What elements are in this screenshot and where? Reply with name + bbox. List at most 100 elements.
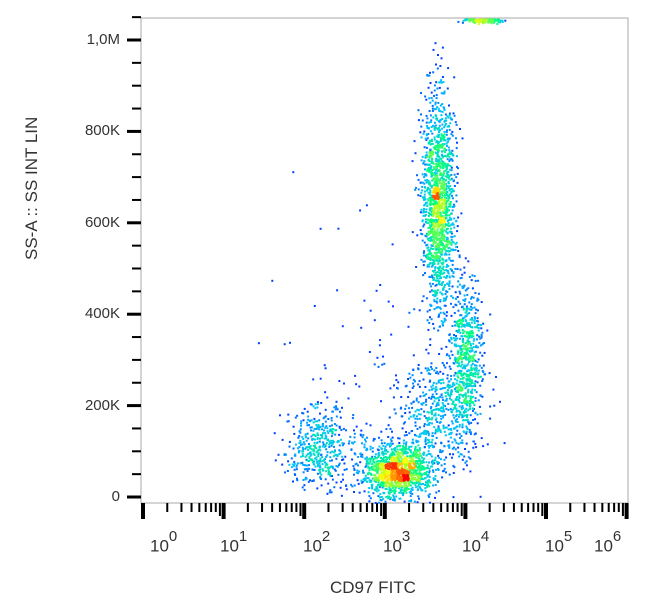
event-point [465,407,468,410]
event-point [450,177,453,180]
event-point [443,200,446,203]
event-point [454,303,457,306]
event-point [433,204,436,206]
event-point [421,155,424,158]
event-point [375,457,378,459]
event-point [460,351,462,354]
event-point [335,424,338,427]
event-point [456,375,459,378]
y-tick-label: 200K [84,396,120,414]
event-point [437,221,440,224]
event-point [388,495,390,498]
event-point [450,173,453,176]
event-point [436,155,439,158]
event-point [459,393,462,396]
event-point [422,251,425,254]
event-point [441,167,444,170]
event-point [416,485,419,488]
event-point [445,397,448,400]
event-point [472,335,475,338]
event-point [457,451,460,454]
event-point [457,409,460,412]
event-point [429,209,432,212]
event-point [362,434,365,437]
event-point [442,183,445,186]
event-point [444,426,447,429]
event-point [455,441,458,444]
event-point [283,343,286,346]
event-point [445,269,448,271]
event-point [381,452,384,455]
event-point [454,343,457,346]
event-point [460,386,463,389]
event-point [435,167,438,170]
event-point [444,169,447,172]
event-point [341,442,344,445]
event-point [439,273,442,275]
event-point [474,399,477,402]
event-point [394,477,397,480]
event-point [448,209,450,212]
event-point [454,405,457,408]
event-point [439,213,442,216]
event-point [452,154,455,157]
event-point [415,466,418,469]
event-point [423,250,426,253]
event-point [468,428,471,431]
event-point [413,500,416,503]
event-point [427,180,429,183]
event-point [324,443,327,446]
event-point [403,456,406,459]
event-point [454,297,457,300]
event-point [443,136,446,139]
event-point [420,408,423,411]
event-point [429,282,432,285]
event-point [445,266,448,268]
event-point [368,457,371,460]
event-point [311,460,314,463]
event-point [415,462,418,465]
event-point [443,467,446,470]
event-point [311,480,314,483]
event-point [449,453,451,456]
x-tick-label: 103 [383,528,411,556]
event-point [456,418,459,421]
event-point [375,468,378,471]
event-point [431,465,433,468]
event-point [392,467,395,470]
event-point [305,458,308,461]
event-point [402,460,405,463]
event-point [452,223,455,226]
event-point [439,311,442,314]
event-point [380,459,383,462]
event-point [404,465,407,468]
event-point [374,455,376,458]
event-point [388,472,391,475]
event-point [434,408,437,411]
event-point [308,467,311,470]
event-point [469,396,472,399]
event-point [379,459,382,462]
event-point [460,453,463,456]
event-point [466,340,469,343]
event-point [476,361,479,363]
event-point [422,453,425,455]
event-point [433,192,436,194]
event-point [437,133,440,136]
event-point [320,478,323,480]
event-point [445,259,448,262]
event-point [312,438,315,440]
event-point [428,207,431,210]
event-point [452,112,455,115]
event-point [444,223,447,226]
event-point [373,363,376,366]
event-point [376,479,379,482]
event-point [432,290,435,293]
event-point [439,232,441,235]
event-point [437,190,440,193]
event-point [409,376,412,379]
event-point [408,491,411,494]
event-point [424,484,427,486]
event-point [465,400,468,403]
event-point [423,204,426,207]
